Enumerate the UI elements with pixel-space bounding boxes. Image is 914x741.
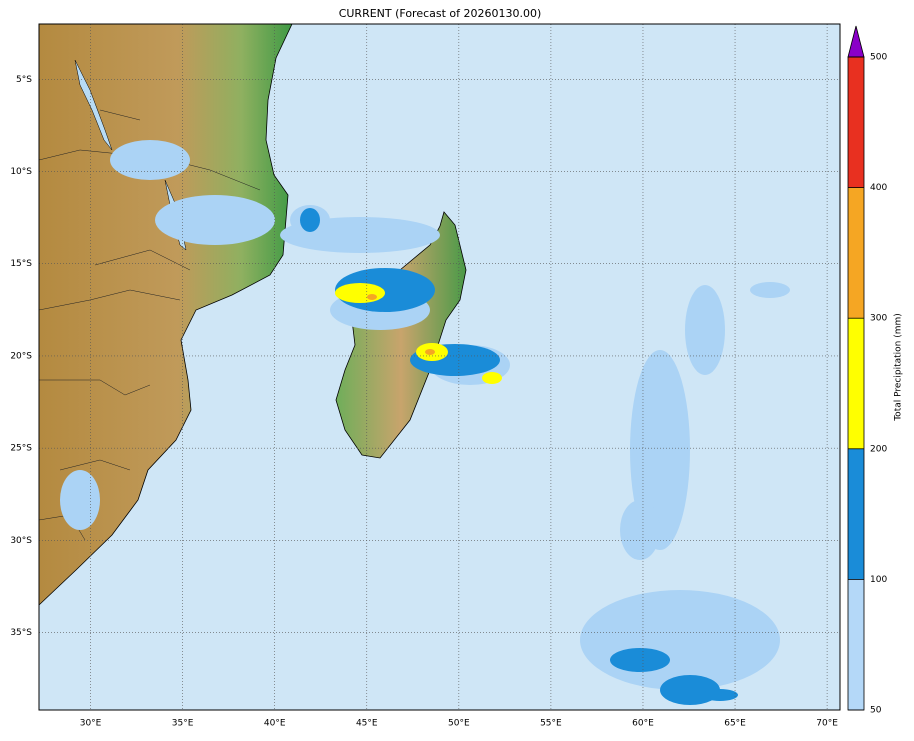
colorbar-tick-label: 50 bbox=[870, 706, 882, 716]
y-tick-label: 35°S bbox=[10, 628, 32, 638]
colorbar-tick-label: 500 bbox=[870, 53, 887, 63]
colorbar: 50 100 200 300 400 500 bbox=[847, 25, 887, 716]
x-tick-label: 30°E bbox=[80, 719, 102, 729]
title: CURRENT (Forecast of 20260130.00) bbox=[339, 7, 542, 20]
colorbar-segment bbox=[848, 187, 864, 319]
y-tick-label: 10°S bbox=[10, 167, 32, 177]
axes: 30°E 35°E 40°E 45°E 50°E 55°E 60°E 65°E 70°E 5°S 1… bbox=[10, 75, 838, 729]
precipitation-very-heavy bbox=[367, 294, 435, 355]
colorbar-extension bbox=[847, 25, 865, 58]
x-tick-label: 50°E bbox=[448, 719, 470, 729]
y-tick-label: 25°S bbox=[10, 444, 32, 454]
africa bbox=[39, 24, 293, 606]
colorbar-label: Total Precipitation (mm) bbox=[894, 313, 904, 422]
x-tick-label: 55°E bbox=[540, 719, 562, 729]
y-tick-label: 15°S bbox=[10, 259, 32, 269]
colorbar-segment bbox=[848, 579, 864, 710]
colorbar-tick-label: 100 bbox=[870, 575, 887, 585]
x-tick-label: 65°E bbox=[724, 719, 746, 729]
colorbar-tick-label: 400 bbox=[870, 183, 887, 193]
x-tick-label: 35°E bbox=[172, 719, 194, 729]
colorbar-tick-label: 300 bbox=[870, 314, 887, 324]
grid bbox=[39, 24, 840, 710]
precipitation-moderate bbox=[300, 208, 738, 705]
x-tick-label: 70°E bbox=[816, 719, 838, 729]
map bbox=[39, 24, 840, 710]
x-tick-label: 40°E bbox=[264, 719, 286, 729]
colorbar-segment bbox=[848, 57, 864, 188]
colorbar-tick-label: 200 bbox=[870, 444, 887, 454]
x-tick-label: 45°E bbox=[356, 719, 378, 729]
map-frame bbox=[38, 23, 841, 711]
y-tick-label: 20°S bbox=[10, 351, 32, 361]
x-tick-label: 60°E bbox=[632, 719, 654, 729]
y-tick-label: 30°S bbox=[10, 536, 32, 546]
y-tick-label: 5°S bbox=[16, 75, 32, 85]
colorbar-segment bbox=[848, 318, 864, 449]
colorbar-segment bbox=[848, 448, 864, 580]
